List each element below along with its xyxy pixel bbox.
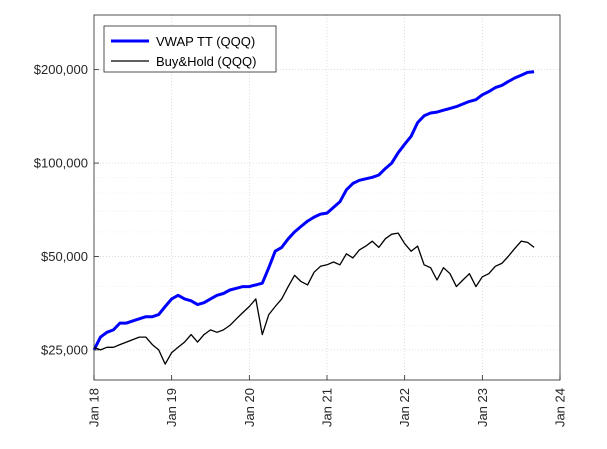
- x-tick-label: Jan 22: [397, 388, 412, 427]
- axis-ticks: $25,000 $50,000 $100,000 $200,000 Jan 18 Jan …: [34, 62, 568, 427]
- grid: [94, 14, 560, 381]
- y-tick-label: $25,000: [41, 342, 88, 357]
- y-tick-label: $200,000: [34, 62, 88, 77]
- legend-box: [103, 25, 277, 73]
- x-tick-label: Jan 20: [242, 388, 257, 427]
- y-tick-label: $50,000: [41, 249, 88, 264]
- series-line-vwap-tt: [92, 70, 535, 351]
- series-lines: [92, 70, 535, 365]
- y-tick-label: $100,000: [34, 156, 88, 171]
- legend-label-buyhold: Buy&Hold (QQQ): [156, 54, 256, 69]
- x-tick-label: Jan 19: [164, 388, 179, 427]
- legend-label-vwap: VWAP TT (QQQ): [156, 34, 255, 49]
- legend: VWAP TT (QQQ) Buy&Hold (QQQ): [103, 25, 277, 73]
- x-tick-label: Jan 21: [320, 388, 335, 427]
- x-tick-label: Jan 23: [475, 388, 490, 427]
- x-tick-label: Jan 24: [553, 388, 568, 427]
- x-tick-label: Jan 18: [87, 388, 102, 427]
- series-line-buy-hold: [93, 232, 535, 365]
